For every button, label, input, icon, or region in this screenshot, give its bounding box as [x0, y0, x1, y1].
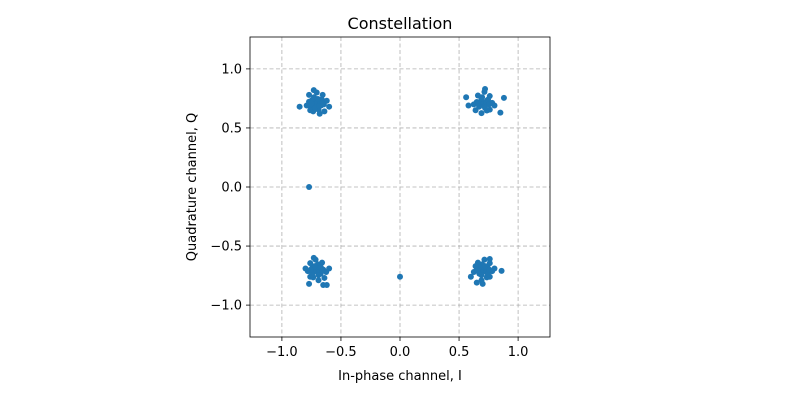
- y-tick-label: −1.0: [210, 299, 242, 314]
- y-tick-label: −0.5: [210, 240, 242, 255]
- scatter-point: [307, 266, 314, 273]
- x-tick-label: −0.5: [325, 345, 357, 360]
- chart-title: Constellation: [348, 14, 453, 33]
- scatter-point: [308, 100, 315, 107]
- scatter-point: [486, 101, 493, 108]
- scatter-point: [484, 271, 491, 278]
- scatter-point: [319, 259, 326, 266]
- y-tick-label: 0.5: [221, 121, 242, 136]
- scatter-point: [306, 91, 313, 98]
- scatter-point: [472, 263, 479, 270]
- scatter-point: [478, 96, 485, 103]
- scatter-point: [481, 256, 488, 263]
- ticks-layer: −1.0 −0.5 0.0 0.5 1.0 −1.0 −0.5 0.0 0.5 1.0: [210, 62, 528, 360]
- scatter-point: [326, 265, 333, 272]
- scatter-point: [491, 265, 498, 272]
- scatter-point: [307, 107, 314, 114]
- scatter-point: [323, 97, 330, 104]
- scatter-point: [397, 273, 403, 280]
- scatter-point: [486, 256, 493, 263]
- scatter-point: [474, 100, 481, 107]
- scatter-point: [315, 277, 322, 284]
- y-tick-label: 0.0: [221, 181, 242, 196]
- scatter-point: [484, 96, 491, 103]
- scatter-point: [316, 103, 323, 110]
- scatter-point: [482, 104, 489, 111]
- scatter-point: [310, 254, 317, 261]
- scatter-point: [309, 271, 316, 278]
- scatter-point: [465, 102, 472, 109]
- x-tick-label: −1.0: [266, 345, 298, 360]
- x-tick-label: 0.5: [449, 345, 470, 360]
- scatter-point: [326, 103, 333, 110]
- scatter-point: [296, 103, 303, 110]
- scatter-point: [311, 263, 318, 270]
- x-tick-label: 0.0: [390, 345, 411, 360]
- scatter-point: [463, 94, 470, 101]
- scatter-point: [479, 280, 486, 287]
- scatter-point: [306, 280, 313, 287]
- scatter-point: [472, 107, 479, 114]
- grid-layer: [250, 37, 550, 337]
- scatter-point: [473, 279, 480, 286]
- scatter-point: [323, 282, 330, 289]
- x-tick-label: 1.0: [508, 345, 529, 360]
- scatter-point: [482, 85, 489, 92]
- y-axis-label: Quadrature channel, Q: [185, 113, 200, 261]
- scatter-point: [500, 94, 507, 101]
- scatter-point: [306, 184, 313, 190]
- scatter-point: [319, 91, 326, 98]
- scatter-point: [478, 271, 485, 278]
- scatter-point: [478, 110, 485, 117]
- y-tick-label: 1.0: [221, 62, 242, 77]
- scatter-point: [319, 267, 326, 274]
- scatter-point: [482, 263, 489, 270]
- scatter-point: [307, 260, 314, 267]
- scatter-point: [497, 109, 504, 116]
- x-axis-label: In-phase channel, I: [338, 369, 462, 384]
- scatter-point: [310, 87, 317, 94]
- scatter-point: [467, 273, 474, 280]
- points-layer: [296, 85, 507, 289]
- scatter-point: [315, 271, 322, 278]
- scatter-point: [303, 102, 310, 109]
- scatter-point: [491, 102, 498, 109]
- scatter-point: [316, 110, 323, 117]
- scatter-point: [321, 274, 328, 281]
- scatter-point: [302, 265, 309, 272]
- scatter-point: [486, 260, 493, 267]
- scatter-point: [498, 267, 505, 274]
- scatter-point: [321, 108, 328, 115]
- scatter-point: [314, 96, 321, 103]
- scatter-point: [486, 266, 493, 273]
- scatter-point: [474, 267, 481, 274]
